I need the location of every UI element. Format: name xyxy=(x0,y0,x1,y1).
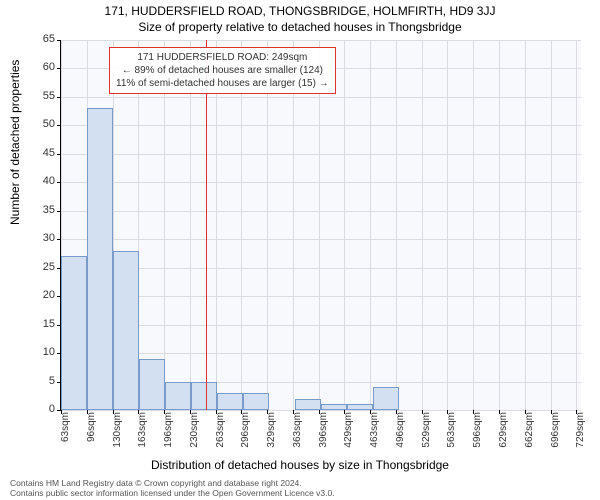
histogram-bar xyxy=(87,108,113,410)
xtick-label: 529sqm xyxy=(421,412,432,452)
ytick-label: 0 xyxy=(25,403,55,415)
gridline-v xyxy=(576,40,577,410)
chart-title-main: 171, HUDDERSFIELD ROAD, THONGSBRIDGE, HO… xyxy=(0,4,600,18)
xtick-label: 729sqm xyxy=(575,412,586,452)
xtick-label: 163sqm xyxy=(137,412,148,452)
xtick-label: 563sqm xyxy=(446,412,457,452)
xtick-label: 296sqm xyxy=(240,412,251,452)
histogram-bar xyxy=(165,382,191,410)
gridline-v xyxy=(164,40,165,410)
ytick-label: 55 xyxy=(25,90,55,102)
xtick-label: 662sqm xyxy=(524,412,535,452)
footer-line-2: Contains public sector information licen… xyxy=(10,488,335,498)
gridline-v xyxy=(422,40,423,410)
ytick-label: 65 xyxy=(25,33,55,45)
gridline-v xyxy=(447,40,448,410)
xtick-label: 596sqm xyxy=(472,412,483,452)
xtick-label: 363sqm xyxy=(292,412,303,452)
xtick-label: 463sqm xyxy=(369,412,380,452)
ytick-label: 10 xyxy=(25,346,55,358)
xtick-label: 329sqm xyxy=(266,412,277,452)
ytick-label: 20 xyxy=(25,289,55,301)
histogram-bar xyxy=(373,387,399,410)
histogram-bar xyxy=(139,359,165,410)
ytick-label: 15 xyxy=(25,318,55,330)
histogram-bar xyxy=(61,256,87,410)
footer-attribution: Contains HM Land Registry data © Crown c… xyxy=(10,478,590,498)
ytick-label: 60 xyxy=(25,61,55,73)
gridline-v xyxy=(190,40,191,410)
ytick-label: 30 xyxy=(25,232,55,244)
xtick-label: 230sqm xyxy=(189,412,200,452)
reference-line xyxy=(206,40,207,410)
gridline-v xyxy=(551,40,552,410)
x-axis-label: Distribution of detached houses by size … xyxy=(0,458,600,472)
xtick-label: 696sqm xyxy=(550,412,561,452)
gridline-v xyxy=(344,40,345,410)
histogram-bar xyxy=(295,399,321,410)
gridline-v xyxy=(396,40,397,410)
gridline-v xyxy=(319,40,320,410)
gridline-v xyxy=(267,40,268,410)
xtick-label: 96sqm xyxy=(86,412,97,452)
annotation-line-1: 171 HUDDERSFIELD ROAD: 249sqm xyxy=(116,51,329,64)
gridline-v xyxy=(499,40,500,410)
ytick-label: 40 xyxy=(25,175,55,187)
xtick-label: 496sqm xyxy=(395,412,406,452)
histogram-bar xyxy=(243,393,269,410)
gridline-v xyxy=(293,40,294,410)
gridline-v xyxy=(216,40,217,410)
property-size-chart: 171, HUDDERSFIELD ROAD, THONGSBRIDGE, HO… xyxy=(0,0,600,500)
y-axis-label: Number of detached properties xyxy=(8,60,22,225)
chart-title-sub: Size of property relative to detached ho… xyxy=(0,20,600,34)
gridline-v xyxy=(525,40,526,410)
ytick-label: 5 xyxy=(25,375,55,387)
xtick-label: 629sqm xyxy=(498,412,509,452)
xtick-label: 429sqm xyxy=(343,412,354,452)
footer-line-1: Contains HM Land Registry data © Crown c… xyxy=(10,478,302,488)
xtick-label: 130sqm xyxy=(112,412,123,452)
ytick-label: 50 xyxy=(25,118,55,130)
plot-area: 171 HUDDERSFIELD ROAD: 249sqm← 89% of de… xyxy=(60,40,581,411)
histogram-bar xyxy=(113,251,139,410)
gridline-v xyxy=(241,40,242,410)
gridline-v xyxy=(370,40,371,410)
annotation-box: 171 HUDDERSFIELD ROAD: 249sqm← 89% of de… xyxy=(109,47,336,94)
histogram-bar xyxy=(321,404,347,410)
xtick-label: 263sqm xyxy=(215,412,226,452)
ytick-label: 25 xyxy=(25,261,55,273)
histogram-bar xyxy=(217,393,243,410)
annotation-line-2: ← 89% of detached houses are smaller (12… xyxy=(116,64,329,77)
ytick-label: 45 xyxy=(25,147,55,159)
ytick-label: 35 xyxy=(25,204,55,216)
gridline-v xyxy=(473,40,474,410)
histogram-bar xyxy=(347,404,373,410)
annotation-line-3: 11% of semi-detached houses are larger (… xyxy=(116,77,329,90)
xtick-label: 196sqm xyxy=(163,412,174,452)
xtick-label: 63sqm xyxy=(60,412,71,452)
histogram-bar xyxy=(191,382,217,410)
xtick-label: 396sqm xyxy=(318,412,329,452)
